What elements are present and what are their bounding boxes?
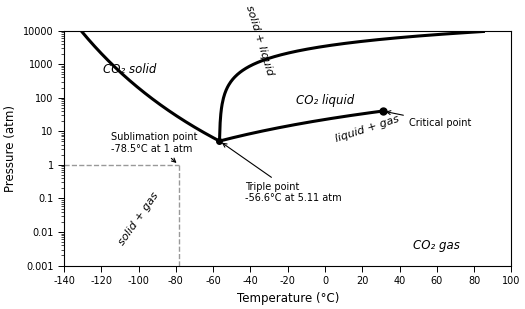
Text: solid + liquid: solid + liquid: [244, 4, 275, 77]
Text: solid + gas: solid + gas: [117, 190, 161, 247]
X-axis label: Temperature (°C): Temperature (°C): [237, 292, 339, 305]
Text: CO₂ gas: CO₂ gas: [413, 239, 460, 252]
Y-axis label: Pressure (atm): Pressure (atm): [4, 104, 17, 192]
Text: CO₂ solid: CO₂ solid: [102, 63, 156, 76]
Text: Sublimation point
-78.5°C at 1 atm: Sublimation point -78.5°C at 1 atm: [111, 132, 197, 162]
Text: Triple point
-56.6°C at 5.11 atm: Triple point -56.6°C at 5.11 atm: [223, 143, 341, 203]
Text: CO₂ liquid: CO₂ liquid: [296, 95, 354, 108]
Text: Critical point: Critical point: [387, 111, 471, 128]
Text: liquid + gas: liquid + gas: [334, 113, 401, 144]
